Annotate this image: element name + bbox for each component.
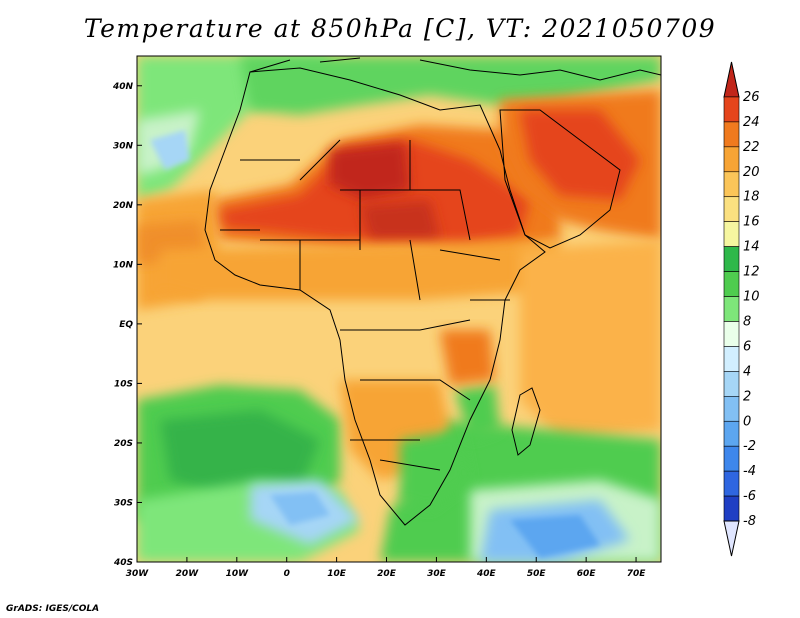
- y-tick-label: 20N: [113, 201, 134, 211]
- y-tick-label: 40S: [113, 558, 133, 568]
- map-title: Temperature at 850hPa [C], VT: 202105070…: [83, 14, 717, 43]
- colorbar-box: [723, 470, 740, 497]
- colorbar-label: 18: [743, 190, 760, 205]
- colorbar-label: 22: [743, 140, 760, 155]
- colorbar-box: [723, 246, 740, 272]
- colorbar-box: [723, 396, 740, 422]
- x-tick-label: 0: [284, 569, 290, 579]
- colorbar-label: 16: [743, 215, 760, 230]
- colorbar-box: [723, 271, 740, 297]
- y-tick-label: 30N: [113, 141, 134, 151]
- y-tick-label: 10N: [113, 260, 134, 270]
- colorbar-label: -6: [743, 489, 756, 504]
- plot-frame: [136, 55, 662, 563]
- colorbar-label: 10: [743, 290, 760, 305]
- colorbar-label: -8: [743, 514, 756, 529]
- x-tick-label: 30E: [427, 569, 447, 579]
- y-tick-label: 30S: [114, 498, 133, 508]
- colorbar-box: [723, 420, 740, 447]
- colorbar-box: [723, 171, 740, 198]
- x-axis: 30W 20W 10W 0 10E 20E 30E 40E 50E 60E 70E: [126, 557, 646, 579]
- colorbar-bottom-triangle: [723, 520, 740, 557]
- colorbar-box: [723, 196, 740, 222]
- x-tick-label: 40E: [476, 569, 497, 579]
- x-tick-label: 10E: [327, 569, 347, 579]
- y-axis: 40S 30S 20S 10S EQ 10N 20N 30N 40N: [112, 82, 142, 568]
- temperature-field: [137, 56, 661, 562]
- y-tick-label: EQ: [119, 320, 133, 330]
- colorbar-label: 4: [743, 364, 751, 379]
- coastlines: [204, 57, 661, 526]
- y-tick-label: 10S: [114, 379, 133, 389]
- colorbar-box: [723, 121, 740, 148]
- y-tick-label: 20S: [114, 439, 133, 449]
- x-tick-label: 70E: [627, 569, 647, 579]
- colorbar-box: [723, 495, 740, 522]
- country-borders: [220, 139, 510, 471]
- colorbar-box: [723, 371, 740, 397]
- colorbar-label: 26: [743, 90, 760, 105]
- credit-text: GrADS: IGES/COLA: [6, 604, 100, 614]
- colorbar-box: [723, 96, 740, 123]
- colorbar-label: 2: [743, 389, 751, 404]
- europe-coastline: [249, 57, 661, 81]
- colorbar-label: 24: [743, 115, 760, 130]
- arabia-coastline: [499, 109, 621, 249]
- colorbar-label: 12: [743, 265, 760, 280]
- colorbar-label: 6: [743, 339, 751, 354]
- y-tick-label: 40N: [112, 82, 134, 92]
- colorbar-box: [723, 346, 740, 372]
- colorbar-label: 20: [743, 165, 760, 180]
- colorbar-label: 0: [743, 414, 751, 429]
- x-tick-label: 30W: [126, 569, 150, 579]
- colorbar-label: -2: [743, 439, 756, 454]
- madagascar-coastline: [511, 387, 541, 456]
- colorbar-label: -4: [743, 464, 756, 479]
- x-tick-label: 20W: [176, 569, 200, 579]
- africa-coastline: [204, 67, 546, 526]
- colorbar-box: [723, 296, 740, 322]
- x-tick-label: 60E: [577, 569, 597, 579]
- colorbar-box: [723, 146, 740, 173]
- colorbar-label: 8: [743, 314, 751, 329]
- x-tick-label: 20E: [377, 569, 397, 579]
- x-tick-label: 50E: [527, 569, 547, 579]
- colorbar-top-triangle: [723, 61, 740, 98]
- colorbar-box: [723, 321, 740, 347]
- colorbar-box: [723, 445, 740, 472]
- colorbar-label: 14: [743, 240, 760, 255]
- colorbar-box: [723, 221, 740, 247]
- x-tick-label: 10W: [226, 569, 250, 579]
